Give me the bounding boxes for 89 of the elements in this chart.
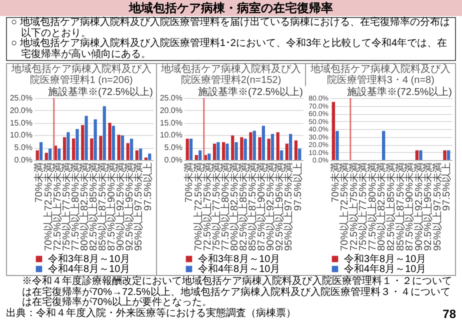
text: ○ 地域包括ケア病棟入院料及び入院医療管理料1･2において、令和3年と比較して令和4年では、在宅復帰率が高い傾向にある。 bbox=[11, 38, 448, 60]
bar bbox=[94, 119, 97, 160]
bar bbox=[243, 138, 247, 160]
bar bbox=[126, 143, 130, 160]
bar bbox=[120, 135, 124, 160]
y-tick-label: 25.0% bbox=[10, 94, 32, 102]
y-tick-label: 20.0% bbox=[159, 106, 182, 115]
legend-label: 令和3年8月～10月 bbox=[198, 253, 280, 265]
y-tick-label: 0.0% bbox=[164, 156, 182, 164]
bar bbox=[99, 136, 102, 160]
y-tick-label: 5.0% bbox=[14, 143, 32, 152]
text: 78 bbox=[442, 306, 456, 320]
bar bbox=[280, 150, 283, 160]
bar bbox=[58, 148, 61, 160]
bar bbox=[270, 134, 274, 160]
y-tick-label: 20.0% bbox=[10, 106, 32, 115]
bar bbox=[222, 142, 225, 160]
bar bbox=[112, 126, 115, 160]
bar bbox=[44, 152, 48, 160]
bar bbox=[72, 138, 76, 160]
bar bbox=[39, 142, 43, 160]
bar bbox=[102, 106, 106, 160]
bar bbox=[248, 132, 252, 160]
text: ○ 地域包括ケア病棟入院料及び入院医療管理料を届け出ている病棟における、在宅復帰率の分布は以下のとおり。 bbox=[11, 17, 451, 38]
bar bbox=[252, 130, 256, 160]
bar bbox=[81, 125, 84, 160]
bar bbox=[212, 144, 216, 160]
legend-label: 令和4年8月～10月 bbox=[48, 263, 130, 275]
bar bbox=[294, 140, 298, 160]
y-tick-label: 10.0% bbox=[159, 130, 182, 140]
x-tick-label: 97.5%以上 bbox=[142, 162, 154, 211]
bar bbox=[225, 144, 228, 160]
y-tick-label: 5.0% bbox=[164, 143, 182, 152]
text: 地域包括ケア病棟・病室の在宅復帰率 bbox=[0, 0, 462, 16]
bar bbox=[185, 138, 189, 160]
bar bbox=[444, 150, 447, 160]
bar bbox=[117, 134, 120, 160]
source-note: 出典：令和４年度入院・外来医療等における実態調査（病棟票） bbox=[6, 308, 296, 318]
bar bbox=[262, 126, 265, 160]
bar bbox=[234, 142, 238, 160]
bar bbox=[66, 132, 70, 160]
bar bbox=[298, 148, 301, 160]
bar bbox=[207, 154, 210, 160]
bar bbox=[266, 138, 270, 160]
bar bbox=[189, 138, 192, 160]
chart-title: 地域包括ケア病棟入院料及び入院医療管理料1 (n=206) bbox=[10, 64, 152, 86]
bar bbox=[48, 148, 52, 160]
bar bbox=[288, 134, 292, 160]
bar bbox=[447, 150, 450, 160]
bar bbox=[276, 132, 280, 160]
bar bbox=[130, 138, 134, 160]
ref-line-label: 施設基準※(72.5%以上) bbox=[347, 86, 452, 98]
legend-label: 令和4年8月～10月 bbox=[344, 263, 427, 275]
bar bbox=[76, 129, 79, 160]
bar bbox=[90, 138, 94, 160]
bar bbox=[240, 137, 243, 160]
bar bbox=[216, 142, 220, 160]
legend-label: 令和3年8月～10月 bbox=[344, 253, 427, 265]
bar bbox=[194, 155, 198, 160]
bar bbox=[258, 137, 261, 160]
bar bbox=[198, 150, 202, 160]
y-tick-label: 15.0% bbox=[159, 118, 182, 128]
y-tick-label: 15.0% bbox=[10, 118, 32, 128]
bar bbox=[108, 122, 112, 160]
y-tick-label: 25.0% bbox=[159, 94, 182, 102]
bar bbox=[84, 116, 88, 160]
chart-title: 地域包括ケア病棟入院料及び入院医療管理料3・4 (n=8) bbox=[310, 64, 452, 86]
bar bbox=[416, 150, 419, 160]
chart-title: 地域包括ケア病棟入院料及び入院医療管理料2(n=152) bbox=[160, 64, 302, 86]
legend-label: 令和3年8月～10月 bbox=[48, 253, 130, 265]
bar bbox=[135, 150, 138, 160]
x-tick-label: 70%以上72.5%未満 bbox=[192, 162, 204, 251]
bar bbox=[419, 150, 423, 160]
text: ※令和４年度診療報酬改定において地域包括ケア病棟入院料及び入院医療管理料１・２については在宅復帰率が70%→72.5%以上、地域包括ケア病棟入院料及び入院医療管理料３・４については在宅復帰率が70%以上が要件となった。 bbox=[22, 276, 452, 308]
bar bbox=[139, 148, 142, 160]
y-tick-label: 10.0% bbox=[10, 130, 32, 140]
bar bbox=[62, 137, 66, 160]
bar bbox=[382, 130, 386, 160]
ref-line-label: 施設基準※(72.5%以上) bbox=[198, 86, 303, 98]
bar bbox=[332, 102, 336, 160]
x-tick-label: 97.5%以上 bbox=[441, 162, 454, 211]
bar bbox=[336, 130, 340, 160]
bar bbox=[36, 150, 39, 160]
bar bbox=[285, 144, 288, 160]
ref-line-label: 施設基準※(72.5%以上) bbox=[48, 86, 153, 98]
bar bbox=[148, 154, 152, 160]
y-tick-label: 0.0% bbox=[14, 156, 32, 164]
legend-label: 令和4年8月～10月 bbox=[198, 263, 280, 275]
bar bbox=[230, 135, 234, 160]
